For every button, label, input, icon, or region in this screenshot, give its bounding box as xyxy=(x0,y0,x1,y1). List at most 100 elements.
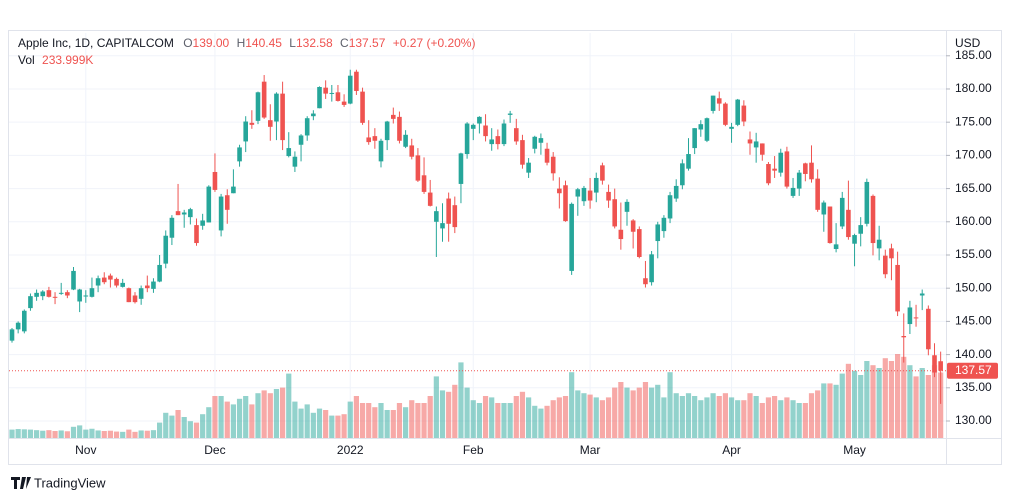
volume-bar xyxy=(839,373,845,438)
volume-bar xyxy=(888,361,895,438)
candle-body xyxy=(643,278,648,285)
candle-body xyxy=(157,264,162,282)
volume-bar xyxy=(126,429,132,438)
volume-bar xyxy=(710,393,716,438)
volume-bar xyxy=(507,403,513,438)
volume-bar xyxy=(427,396,433,438)
volume-bar xyxy=(224,401,230,438)
candle-body xyxy=(784,151,790,187)
candle-body xyxy=(630,220,636,232)
volume-bar xyxy=(642,382,649,438)
volume-bar xyxy=(685,393,692,438)
volume-bar xyxy=(901,356,907,438)
candle-body xyxy=(323,87,328,94)
candle-body xyxy=(249,122,255,125)
candle-body xyxy=(391,114,396,119)
volume-bar xyxy=(864,361,870,438)
volume-bar xyxy=(206,407,212,438)
volume-bar xyxy=(132,431,138,438)
volume-bar xyxy=(741,400,747,438)
volume-bar xyxy=(728,397,735,438)
candle-body xyxy=(858,225,863,234)
candle-body xyxy=(169,217,175,238)
candle-body xyxy=(34,292,39,297)
candle-body xyxy=(89,288,95,297)
volume-bar xyxy=(759,403,765,438)
candle-body xyxy=(231,186,236,194)
volume-bar xyxy=(323,410,329,438)
volume-bar xyxy=(722,393,728,438)
volume-bar xyxy=(587,394,593,438)
x-tick-label: Nov xyxy=(75,443,96,457)
volume-bar xyxy=(704,397,710,438)
volume-bar xyxy=(230,404,236,438)
currency: USD xyxy=(955,36,981,50)
candle-body xyxy=(667,195,673,219)
x-tick-label: Mar xyxy=(580,443,601,457)
candle-body xyxy=(397,116,402,141)
volume-bar xyxy=(827,383,833,438)
candle-body xyxy=(280,93,285,141)
candle-body xyxy=(108,275,113,280)
candle-body xyxy=(120,282,125,287)
candle-body xyxy=(501,123,507,145)
volume-bar xyxy=(784,397,790,438)
x-tick-label: Apr xyxy=(722,443,741,457)
volume-bar xyxy=(175,410,181,438)
candle-body xyxy=(458,153,464,184)
candle-body xyxy=(464,123,470,155)
volume-bar xyxy=(624,387,630,438)
volume-bar xyxy=(501,403,507,438)
volume-bar xyxy=(390,410,396,438)
candle-body xyxy=(434,211,439,222)
candle-body xyxy=(83,295,89,297)
volume-bar xyxy=(470,400,476,438)
candle-body xyxy=(587,190,593,201)
volume-bar xyxy=(808,393,815,438)
volume-bar xyxy=(378,403,384,438)
volume-bar xyxy=(907,365,913,438)
volume-bar xyxy=(538,408,544,438)
candle-body xyxy=(895,264,900,312)
volume-bar xyxy=(870,365,876,438)
open-value: 139.00 xyxy=(193,36,230,50)
symbol: Apple Inc, 1D, CAPITALCOM xyxy=(18,36,174,50)
candle-body xyxy=(698,124,704,130)
close-label: C xyxy=(340,36,349,50)
candle-body xyxy=(575,189,581,197)
y-tick-label: 130.00 xyxy=(955,413,992,427)
volume-bar xyxy=(40,430,46,438)
candle-body xyxy=(673,185,679,199)
volume-bar xyxy=(341,414,347,438)
candle-body xyxy=(507,113,513,115)
candle-body xyxy=(372,136,378,141)
candle-body xyxy=(532,136,538,149)
candle-body xyxy=(200,220,205,226)
candle-body xyxy=(557,188,562,194)
volume-bar xyxy=(919,368,925,438)
volume-bar xyxy=(409,400,415,438)
volume-bar xyxy=(347,401,353,438)
volume-bar xyxy=(316,408,323,438)
volume-bar xyxy=(833,384,839,438)
change: +0.27 (+0.20%) xyxy=(393,36,476,50)
volume-bar xyxy=(187,421,193,438)
low-label: L xyxy=(289,36,296,50)
candle-body xyxy=(581,187,587,202)
volume-bar xyxy=(83,429,89,438)
volume-bar xyxy=(667,372,673,438)
volume-bar xyxy=(433,376,439,438)
volume-bar xyxy=(612,387,618,438)
volume-bar xyxy=(673,393,679,438)
candle-body xyxy=(28,296,33,309)
volume-bar xyxy=(821,383,827,438)
volume-bar xyxy=(120,431,126,438)
volume-bar xyxy=(778,400,784,438)
volume-bar xyxy=(64,431,70,438)
volume-bar xyxy=(716,396,722,438)
candle-body xyxy=(803,163,808,174)
candle-body xyxy=(206,186,212,223)
candle-body xyxy=(477,116,482,124)
volume-bar xyxy=(495,403,501,438)
